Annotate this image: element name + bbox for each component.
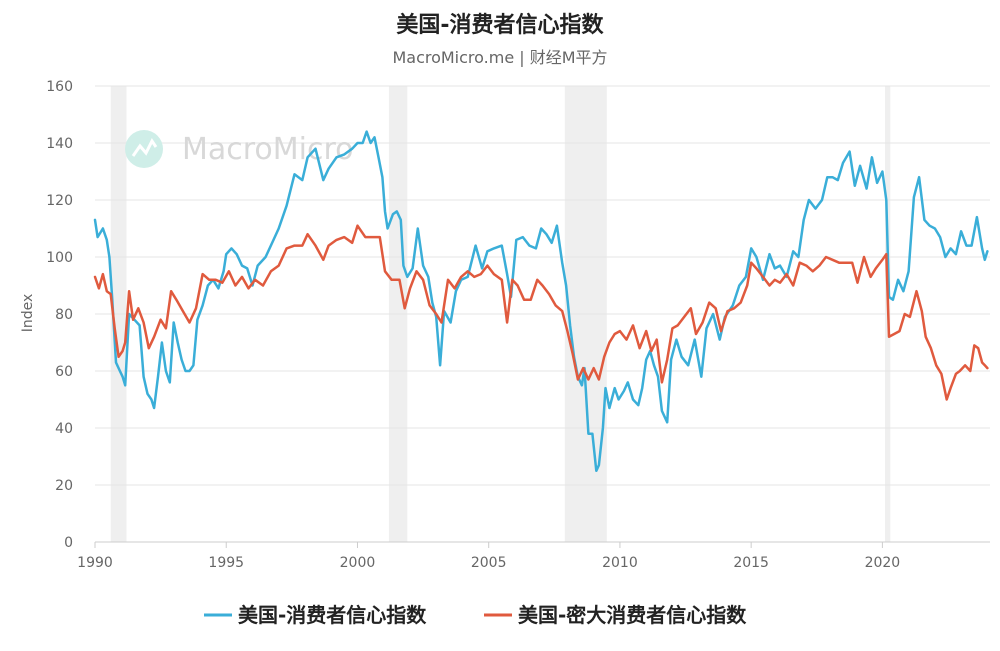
legend-label-consumer-confidence: 美国-消费者信心指数 — [238, 603, 427, 627]
chart-subtitle: MacroMicro.me | 财经M平方 — [392, 48, 607, 67]
series-line-1 — [93, 224, 989, 401]
y-tick-label: 20 — [55, 478, 73, 494]
y-tick-label: 100 — [46, 250, 73, 266]
y-tick-label: 120 — [46, 193, 73, 209]
legend-item-consumer-confidence[interactable]: 美国-消费者信心指数 — [204, 603, 427, 627]
y-axis: 0 20 40 60 80 100 120 140 160 — [46, 79, 73, 551]
y-tick-label: 80 — [55, 307, 73, 323]
x-tick-label: 1995 — [208, 555, 244, 571]
x-tick-label: 2015 — [733, 555, 769, 571]
series-line-0 — [93, 130, 989, 473]
series-lines — [93, 130, 989, 473]
y-tick-label: 0 — [64, 535, 73, 551]
x-tick-label: 1990 — [77, 555, 113, 571]
x-axis: 1990 1995 2000 2005 2010 2015 2020 — [77, 542, 900, 571]
watermark-logo-mark — [131, 138, 158, 157]
x-tick-label: 2010 — [602, 555, 638, 571]
x-tick-label: 2000 — [340, 555, 376, 571]
y-tick-label: 60 — [55, 364, 73, 380]
legend: 美国-消费者信心指数 美国-密大消费者信心指数 — [204, 603, 747, 627]
legend-item-umich-sentiment[interactable]: 美国-密大消费者信心指数 — [484, 603, 747, 627]
watermark-text: MacroMicro — [182, 132, 354, 167]
x-tick-label: 2020 — [865, 555, 901, 571]
x-tick-label: 2005 — [471, 555, 507, 571]
gridlines — [95, 85, 990, 486]
y-tick-label: 40 — [55, 421, 73, 437]
legend-label-umich-sentiment: 美国-密大消费者信心指数 — [518, 603, 747, 627]
chart-title: 美国-消费者信心指数 — [396, 12, 604, 38]
y-tick-label: 160 — [46, 79, 73, 95]
y-tick-label: 140 — [46, 136, 73, 152]
watermark: MacroMicro — [125, 130, 354, 168]
y-axis-label: Index — [20, 294, 36, 333]
